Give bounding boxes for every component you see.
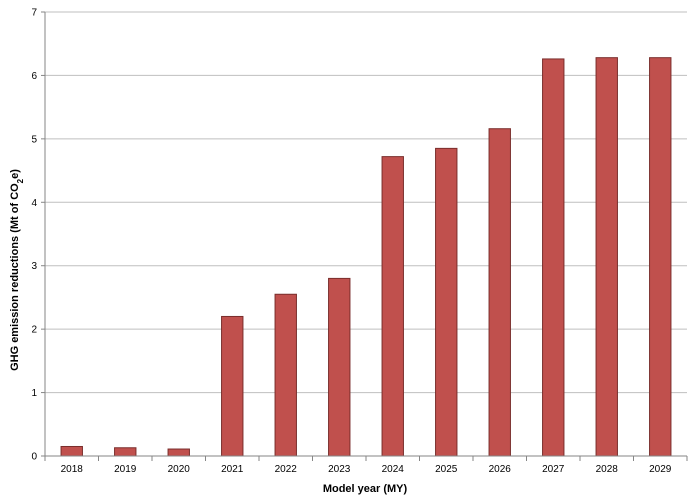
- y-tick-label: 5: [31, 134, 37, 145]
- bar-2022: [274, 293, 297, 457]
- bar-2018: [60, 445, 83, 457]
- x-tick-label: 2029: [649, 464, 672, 475]
- y-axis-title-prefix: GHG emission reductions (Mt of CO: [9, 183, 21, 371]
- y-axis-title-suffix: e): [9, 169, 21, 179]
- y-tick-label: 3: [31, 261, 37, 272]
- bar-2021: [221, 315, 244, 457]
- gridlines: [45, 11, 687, 394]
- x-tick-label: 2024: [382, 464, 405, 475]
- x-tick-label: 2026: [489, 464, 512, 475]
- x-tick-label: 2028: [596, 464, 619, 475]
- y-tick-label: 4: [31, 198, 37, 209]
- y-tick-label: 2: [31, 325, 37, 336]
- x-tick-label: 2020: [168, 464, 191, 475]
- y-axis-title-subscript: 2: [16, 178, 25, 183]
- axes: [41, 11, 688, 461]
- y-tick-labels: 0 1 2 3 4 5 6 7: [31, 8, 37, 463]
- x-tick-label: 2027: [542, 464, 565, 475]
- bar-2024: [381, 156, 404, 457]
- x-tick-labels: 2018 2019 2020 2021 2022 2023 2024 2025 2026 2027…: [61, 464, 672, 475]
- y-tick-label: 7: [31, 8, 37, 19]
- bar-2020: [167, 448, 190, 457]
- x-axis-title: Model year (MY): [323, 483, 408, 495]
- x-tick-label: 2025: [435, 464, 458, 475]
- bar-2019: [114, 447, 137, 457]
- bar-2029: [649, 57, 672, 457]
- x-tick-label: 2021: [221, 464, 244, 475]
- x-tick-label: 2019: [114, 464, 137, 475]
- x-tick-label: 2018: [61, 464, 84, 475]
- bar-2023: [328, 277, 351, 457]
- bar-2028: [595, 57, 618, 457]
- y-tick-label: 0: [31, 452, 37, 463]
- y-axis-title: GHG emission reductions (Mt of CO2e): [9, 169, 25, 371]
- y-tick-label: 1: [31, 388, 37, 399]
- bar-2026: [488, 128, 511, 457]
- bars: [60, 57, 672, 457]
- bar-2025: [435, 147, 458, 457]
- bar-2027: [542, 58, 565, 457]
- x-tick-label: 2023: [328, 464, 351, 475]
- y-tick-label: 6: [31, 71, 37, 82]
- x-tick-label: 2022: [275, 464, 298, 475]
